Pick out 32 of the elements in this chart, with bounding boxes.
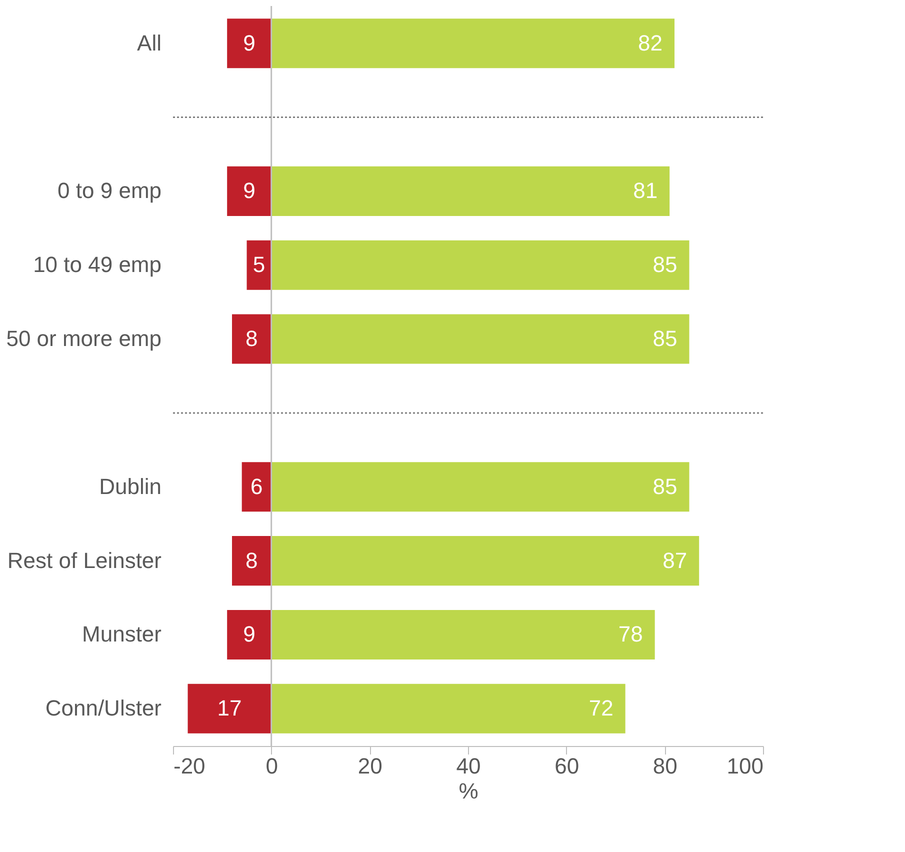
data-label: 9 <box>243 622 256 647</box>
y-tick-label: 50 or more emp <box>6 326 162 352</box>
x-axis-title: % <box>458 778 478 804</box>
data-label: 8 <box>246 326 258 352</box>
x-tick-label: 60 <box>554 754 580 778</box>
data-label: 85 <box>652 326 678 352</box>
data-label: 6 <box>250 474 263 499</box>
y-tick-label: Conn/Ulster <box>45 696 162 721</box>
data-label: 72 <box>588 696 614 721</box>
data-label: 85 <box>652 474 678 499</box>
x-tick-label: 0 <box>266 754 278 778</box>
data-label: 78 <box>618 622 643 647</box>
data-label: 81 <box>633 178 658 204</box>
data-label: 87 <box>662 548 688 573</box>
y-tick-label: Munster <box>82 622 162 647</box>
x-tick-label: 80 <box>652 754 678 778</box>
data-label: 8 <box>246 548 258 573</box>
x-tick-label: -20 <box>174 754 206 778</box>
x-tick-label: 20 <box>358 754 382 778</box>
data-label: 9 <box>243 178 256 204</box>
x-tick-label: 40 <box>456 754 481 778</box>
x-tick-label: 100 <box>726 754 764 778</box>
y-tick-label: Rest of Leinster <box>7 548 162 573</box>
data-label: 85 <box>652 252 678 278</box>
y-tick-label: Dublin <box>99 474 162 499</box>
data-label: 82 <box>638 30 662 56</box>
data-label: 9 <box>243 30 256 56</box>
y-tick-label: 10 to 49 emp <box>33 252 162 278</box>
y-tick-label: 0 to 9 emp <box>58 178 162 204</box>
y-tick-label: All <box>137 30 162 56</box>
data-label: 17 <box>217 696 242 721</box>
data-label: 5 <box>252 252 266 278</box>
